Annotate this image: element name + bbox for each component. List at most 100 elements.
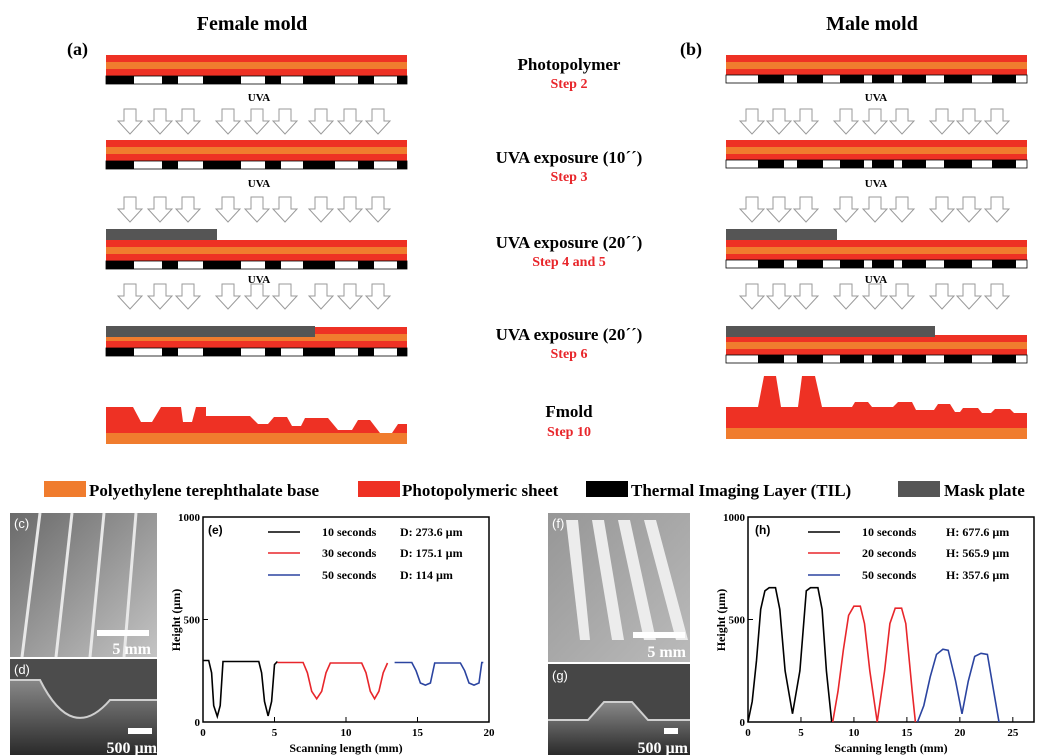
layer xyxy=(726,62,1027,69)
uva-arrow-icon xyxy=(308,196,334,223)
layer xyxy=(106,341,407,348)
til-block xyxy=(872,260,894,268)
til-block xyxy=(265,261,281,269)
uva-arrow-icon xyxy=(308,108,334,135)
layer xyxy=(726,154,1027,160)
chart-h-ylabel: Height (µm) xyxy=(714,589,728,652)
panel-label-b: (b) xyxy=(680,39,702,60)
panel-label-g: (g) xyxy=(552,668,568,683)
til-block xyxy=(902,75,926,83)
legend-swatch-til xyxy=(586,481,628,497)
til-block xyxy=(106,261,134,269)
layer xyxy=(106,62,407,69)
chart-h-series xyxy=(747,586,1000,723)
scale-bar-c xyxy=(97,630,149,636)
step-1-title: Photopolymer xyxy=(518,55,621,74)
x-tick-label: 15 xyxy=(412,727,424,739)
uva-arrow-icon xyxy=(833,108,859,135)
uva-arrow-icon xyxy=(244,196,270,223)
panel-label-h: (h) xyxy=(755,523,770,537)
chart-e: (e) Scanning length (mm) Height (µm) 0 5 1… xyxy=(169,512,495,755)
chart-e-series xyxy=(203,659,484,720)
panel-label-c: (c) xyxy=(14,516,29,531)
step-2-number: Step 3 xyxy=(551,170,588,185)
til-block xyxy=(992,260,1016,268)
uva-arrow-icon xyxy=(337,196,363,223)
photopolymer-relief-male xyxy=(726,376,1027,428)
til-block xyxy=(758,75,784,83)
uva-arrow-icon xyxy=(739,108,765,135)
til-block xyxy=(303,261,335,269)
chart-h-legend-name-2: 20 seconds xyxy=(862,546,917,560)
sem-d-profile-edge xyxy=(10,679,157,719)
sem-d-cross-section xyxy=(10,680,157,755)
step-4-title: UVA exposure (20´´) xyxy=(496,325,643,344)
layer xyxy=(726,69,1027,75)
layer xyxy=(726,55,1027,62)
chart-e-legend-note-2: D: 175.1 µm xyxy=(400,546,463,560)
uva-arrow-icon xyxy=(365,283,391,310)
uva-label: UVA xyxy=(248,92,270,104)
male-mold-title: Male mold xyxy=(826,13,918,35)
legend-label-til: Thermal Imaging Layer (TIL) xyxy=(631,481,851,500)
chart-h-legend-name-3: 50 seconds xyxy=(862,568,917,582)
chart-h-legend-name-1: 10 seconds xyxy=(862,525,917,539)
x-tick-label: 10 xyxy=(341,727,353,739)
til-block xyxy=(944,260,972,268)
step-5-title: Fmold xyxy=(545,402,593,421)
til-block xyxy=(872,355,894,363)
panel-label-e: (e) xyxy=(208,523,223,537)
chart-e-xlabel: Scanning length (mm) xyxy=(289,741,402,755)
y-tick-label: 1000 xyxy=(723,512,746,524)
sem-f-ridge xyxy=(618,520,656,640)
layer xyxy=(726,254,1027,260)
legend-swatch-mask xyxy=(898,481,940,497)
series-line-3 xyxy=(394,661,484,686)
til-block xyxy=(397,348,407,356)
x-tick-label: 20 xyxy=(484,727,496,739)
chart-h-legend-note-1: H: 677.6 µm xyxy=(946,525,1009,539)
uva-arrow-icon xyxy=(739,196,765,223)
uva-arrow-icon xyxy=(862,283,888,310)
step-5-number: Step 10 xyxy=(547,425,591,440)
til-block xyxy=(992,75,1016,83)
layer xyxy=(726,240,1027,247)
sem-c-groove xyxy=(20,512,42,658)
scale-bar-d xyxy=(128,728,152,734)
sem-f-ridge xyxy=(644,520,688,640)
layer xyxy=(106,154,407,161)
uva-arrow-icon xyxy=(793,283,819,310)
uva-arrow-icon xyxy=(244,283,270,310)
legend-label-mask: Mask plate xyxy=(944,481,1025,500)
layer xyxy=(106,254,407,261)
til-block xyxy=(397,76,407,84)
til-block xyxy=(902,355,926,363)
uva-arrow-icon xyxy=(956,283,982,310)
uva-label: UVA xyxy=(865,92,887,104)
uva-arrow-icon xyxy=(147,283,173,310)
til-block xyxy=(203,261,241,269)
uva-arrow-icon xyxy=(175,283,201,310)
uva-arrow-icon xyxy=(365,108,391,135)
layer xyxy=(726,335,1027,342)
uva-arrow-icon xyxy=(833,196,859,223)
til-block xyxy=(840,160,864,168)
til-block xyxy=(797,260,823,268)
pet-base-layer xyxy=(726,428,1027,439)
uva-arrow-icon xyxy=(862,196,888,223)
y-tick-label: 1000 xyxy=(178,512,201,524)
chart-e-legend-note-1: D: 273.6 µm xyxy=(400,525,463,539)
uva-arrow-icon xyxy=(929,108,955,135)
til-block xyxy=(303,348,335,356)
pet-base-layer xyxy=(106,433,407,444)
til-block xyxy=(265,76,281,84)
chart-e-ylabel: Height (µm) xyxy=(169,589,183,652)
x-tick-label: 0 xyxy=(745,727,751,739)
chart-e-legend-name-2: 30 seconds xyxy=(322,546,377,560)
chart-h-legend-note-3: H: 357.6 µm xyxy=(946,568,1009,582)
uva-arrow-icon xyxy=(308,283,334,310)
uva-label: UVA xyxy=(248,274,270,286)
uva-arrow-icon xyxy=(889,283,915,310)
uva-arrow-icon xyxy=(984,196,1010,223)
til-block xyxy=(840,355,864,363)
